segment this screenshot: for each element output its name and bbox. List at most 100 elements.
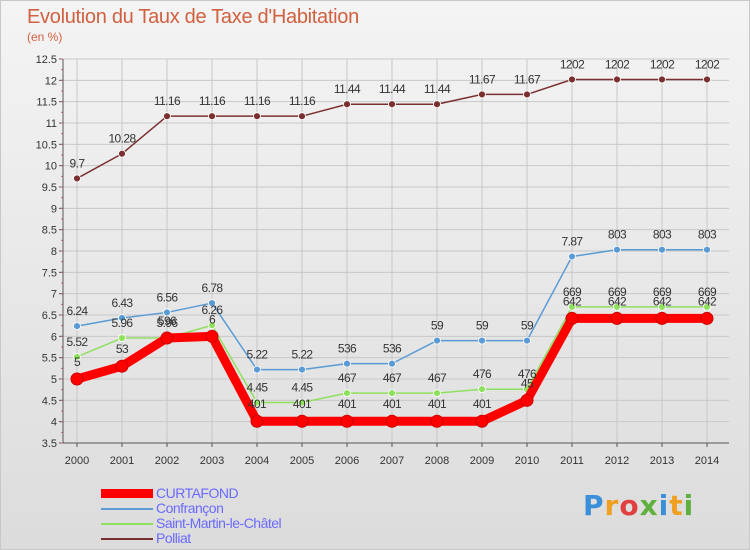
data-label: 401 (473, 397, 492, 411)
x-axis: 2000 2001 2002 2003 2004 2005 2006 2007 2008 2009… (63, 442, 729, 467)
data-point (208, 299, 216, 307)
data-label: 4.45 (247, 380, 269, 394)
data-point (115, 359, 129, 373)
data-label: 6.43 (112, 296, 134, 310)
y-tick-label: 8.5 (42, 225, 57, 237)
data-label: 642 (563, 294, 582, 308)
legend-label-curtafond: CURTAFOND (156, 485, 239, 501)
data-label: 9.7 (70, 156, 86, 170)
data-label: 11.44 (424, 82, 451, 96)
data-point (73, 174, 81, 183)
data-label: 1202 (560, 57, 585, 71)
data-point (703, 75, 711, 84)
data-point (298, 112, 306, 121)
y-tick-label: 8 (51, 246, 57, 258)
data-label: 6.24 (67, 304, 89, 318)
data-label: 7.87 (562, 235, 584, 249)
data-point (388, 100, 396, 109)
data-label: 669 (563, 285, 582, 299)
data-point (523, 336, 531, 345)
y-tick-label: 7 (51, 289, 57, 301)
y-tick-label: 9 (51, 203, 57, 215)
data-point (160, 331, 174, 345)
data-point (298, 365, 306, 374)
proxiti-logo: Proxiti (583, 489, 694, 522)
x-tick-label: 2006 (335, 455, 359, 467)
data-label: 536 (383, 342, 402, 356)
x-tick-label: 2002 (155, 455, 179, 467)
data-label: 669 (608, 285, 627, 299)
data-label: 11.16 (244, 94, 271, 108)
data-label: 5.52 (67, 335, 89, 349)
y-tick-label: 10.5 (36, 139, 57, 151)
y-tick-label: 6 (51, 331, 57, 343)
x-tick-label: 2000 (65, 455, 89, 467)
data-point (613, 302, 621, 311)
data-point (523, 90, 531, 99)
data-label: 642 (653, 294, 672, 308)
data-point (343, 100, 351, 109)
legend-swatch-saint-martin (101, 523, 153, 525)
data-label: 596 (158, 314, 177, 328)
data-point (658, 245, 666, 254)
y-tick-label: 7.5 (42, 267, 57, 279)
data-point (703, 245, 711, 254)
data-point (658, 302, 666, 311)
data-label: 669 (653, 285, 672, 299)
x-tick-label: 2007 (380, 455, 404, 467)
x-tick-label: 2010 (515, 455, 539, 467)
data-label: 467 (383, 371, 402, 385)
data-label: 11.44 (379, 82, 406, 96)
data-point (388, 389, 396, 397)
data-point (253, 112, 261, 121)
y-tick-label: 12 (45, 75, 57, 87)
data-label: 4.45 (292, 380, 314, 394)
data-point (118, 149, 126, 158)
data-point (430, 414, 444, 428)
legend-swatch-confrancon (101, 508, 153, 510)
data-label: 59 (431, 319, 444, 333)
data-point (520, 393, 534, 407)
data-label: 401 (338, 397, 357, 411)
y-tick-label: 6.5 (42, 310, 57, 322)
logo-letter: x (639, 489, 659, 522)
legend-swatch-curtafond (101, 489, 153, 498)
y-tick-label: 5.5 (42, 353, 57, 365)
y-tick-label: 10 (45, 161, 57, 173)
data-label: 401 (248, 397, 267, 411)
chart-subtitle: (en %) (27, 30, 63, 44)
data-label: 5.22 (247, 348, 269, 362)
x-tick-label: 2001 (110, 455, 134, 467)
data-point (205, 329, 219, 343)
grid (63, 58, 729, 444)
data-point (343, 389, 351, 397)
data-label: 53 (116, 342, 129, 356)
data-point (208, 321, 216, 330)
data-label: 803 (653, 228, 672, 242)
y-tick-label: 12.5 (36, 54, 57, 66)
data-label: 45 (521, 376, 534, 390)
data-label: 6.78 (202, 281, 224, 295)
legend-label-saint-martin: Saint-Martin-le-Châtel (156, 515, 282, 531)
x-tick-label: 2014 (695, 455, 719, 467)
data-point (568, 302, 576, 311)
x-tick-label: 2013 (650, 455, 674, 467)
data-point (478, 385, 486, 394)
logo-letter: o (619, 489, 640, 522)
data-label: 536 (338, 342, 357, 356)
legend-label-polliat: Polliat (156, 530, 191, 546)
data-label: 1202 (695, 57, 720, 71)
data-label: 467 (428, 371, 447, 385)
x-tick-label: 2005 (290, 455, 314, 467)
data-point (208, 112, 216, 121)
legend-label-confrancon: Confrançon (156, 500, 224, 516)
data-label: 5 (74, 355, 81, 369)
data-point (568, 252, 576, 261)
y-tick-label: 4.5 (42, 395, 57, 407)
data-point (250, 414, 264, 428)
y-tick-label: 11.5 (36, 97, 57, 109)
data-label: 467 (338, 371, 357, 385)
data-point (118, 334, 126, 342)
data-label: 476 (473, 367, 492, 381)
